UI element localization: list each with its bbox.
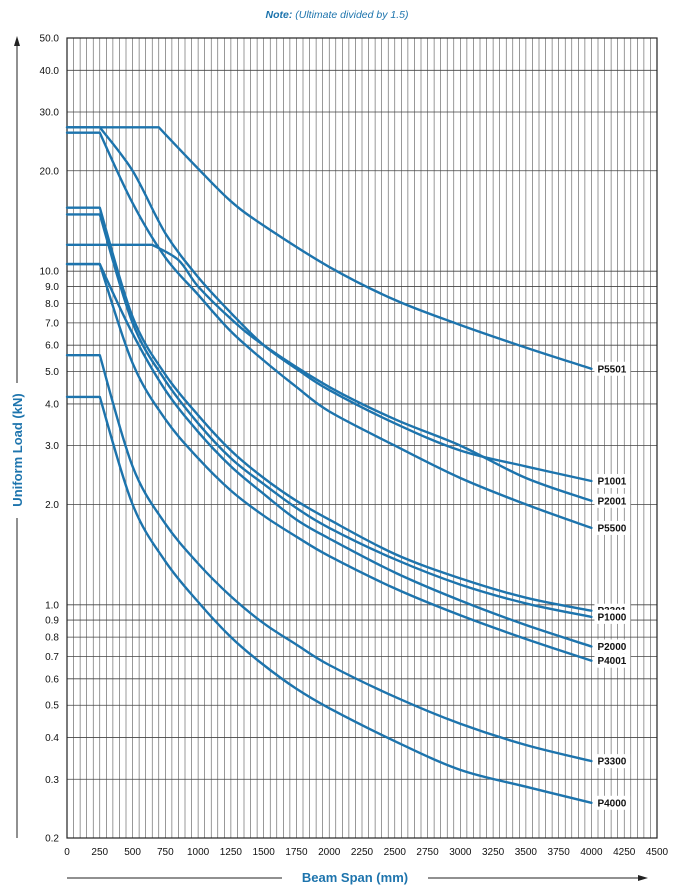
- series-label-p2001: P2001: [597, 496, 626, 507]
- chart-note-prefix: Note:: [266, 9, 293, 21]
- x-axis-tick-labels: 0 250 500 750 1000 1250 1500 1750 2000 2250 2500 27…: [64, 847, 668, 858]
- x-tick-label: 1250: [220, 847, 243, 858]
- x-axis-title-bg: [282, 868, 428, 886]
- series-label-p4001: P4001: [597, 656, 626, 667]
- x-tick-label: 250: [91, 847, 108, 858]
- series-line-p3301: [65, 206, 593, 612]
- series-lines: [65, 126, 593, 804]
- series-label-bg: [594, 474, 631, 489]
- y-tick-label: 4.0: [45, 399, 59, 410]
- series-label-bg: [594, 520, 631, 535]
- x-tick-label: 750: [157, 847, 174, 858]
- x-tick-label: 0: [64, 847, 70, 858]
- series-line-p4001: [65, 262, 593, 662]
- y-tick-label: 1.0: [45, 600, 59, 611]
- series-line-p2000: [65, 262, 593, 648]
- x-tick-label: 500: [124, 847, 141, 858]
- y-tick-label: 20.0: [40, 166, 60, 177]
- series-line-p5501: [65, 126, 593, 370]
- series-label-bg: [594, 639, 631, 654]
- series-line-p1000: [65, 213, 593, 619]
- y-tick-label: 9.0: [45, 282, 59, 293]
- major-gridlines: [66, 37, 658, 839]
- series-line-p5500: [65, 131, 593, 530]
- minor-gridlines: [66, 38, 658, 838]
- y-tick-label: 3.0: [45, 441, 59, 452]
- x-tick-label: 3750: [548, 847, 571, 858]
- series-label-bg: [594, 754, 631, 769]
- series-labels: P5501P1001P2001P5500P3301P1000P2000P4001…: [594, 361, 631, 810]
- series-label-bg: [594, 361, 631, 376]
- series-label-bg: [594, 609, 631, 624]
- y-tick-label: 6.0: [45, 341, 59, 352]
- x-tick-label: 2750: [416, 847, 439, 858]
- chart-note-text: (Ultimate divided by 1.5): [292, 9, 408, 21]
- y-tick-label: 0.7: [45, 652, 59, 663]
- series-label-p3300: P3300: [597, 757, 626, 768]
- x-tick-label: 4250: [613, 847, 636, 858]
- x-tick-label: 1750: [285, 847, 308, 858]
- y-tick-label: 2.0: [45, 500, 59, 511]
- x-tick-label: 1500: [253, 847, 276, 858]
- y-tick-label: 5.0: [45, 367, 59, 378]
- series-line-p3300: [65, 354, 593, 763]
- series-line-p4000: [65, 395, 593, 804]
- y-tick-label: 0.3: [45, 775, 59, 786]
- y-tick-label: 0.2: [45, 834, 59, 845]
- series-label-p2000: P2000: [597, 642, 626, 653]
- series-label-p4000: P4000: [597, 798, 626, 809]
- x-tick-label: 2500: [384, 847, 407, 858]
- y-tick-label: 0.9: [45, 616, 59, 627]
- x-tick-label: 4500: [646, 847, 669, 858]
- series-label-bg: [594, 653, 631, 668]
- y-axis-title: Uniform Load (kN): [10, 393, 25, 506]
- y-tick-label: 50.0: [40, 34, 60, 45]
- y-tick-label: 0.8: [45, 633, 59, 644]
- y-axis-tick-labels: 0.2 0.3 0.4 0.5 0.6 0.7 0.8 0.9 1.0 2.0 3.0 4.0 5.0 6…: [40, 34, 60, 845]
- series-label-bg: [594, 795, 631, 810]
- x-tick-label: 1000: [187, 847, 210, 858]
- y-tick-label: 0.5: [45, 701, 59, 712]
- x-tick-label: 3500: [515, 847, 538, 858]
- plot-frame: [66, 37, 658, 839]
- y-axis-title-bg: [9, 383, 25, 518]
- y-tick-label: 40.0: [40, 66, 60, 77]
- x-tick-label: 3250: [482, 847, 505, 858]
- x-tick-label: 2250: [351, 847, 374, 858]
- series-label-p5500: P5500: [597, 523, 626, 534]
- y-tick-label: 30.0: [40, 108, 60, 119]
- series-label-p1000: P1000: [597, 612, 626, 623]
- x-tick-label: 3000: [449, 847, 472, 858]
- series-label-p1001: P1001: [597, 477, 626, 488]
- x-tick-label: 4000: [580, 847, 603, 858]
- series-label-bg: [594, 493, 631, 508]
- chart-note: Note: (Ultimate divided by 1.5): [266, 9, 409, 21]
- x-axis-arrowhead: [638, 875, 648, 881]
- x-tick-label: 2000: [318, 847, 341, 858]
- y-tick-label: 7.0: [45, 318, 59, 329]
- y-tick-label: 0.6: [45, 674, 59, 685]
- series-label-p5501: P5501: [597, 364, 626, 375]
- x-axis-title: Beam Span (mm): [302, 870, 408, 885]
- y-tick-label: 10.0: [40, 267, 60, 278]
- series-line-p2001: [65, 243, 593, 502]
- y-tick-label: 8.0: [45, 299, 59, 310]
- y-axis-arrowhead: [14, 36, 20, 46]
- y-tick-label: 0.4: [45, 733, 59, 744]
